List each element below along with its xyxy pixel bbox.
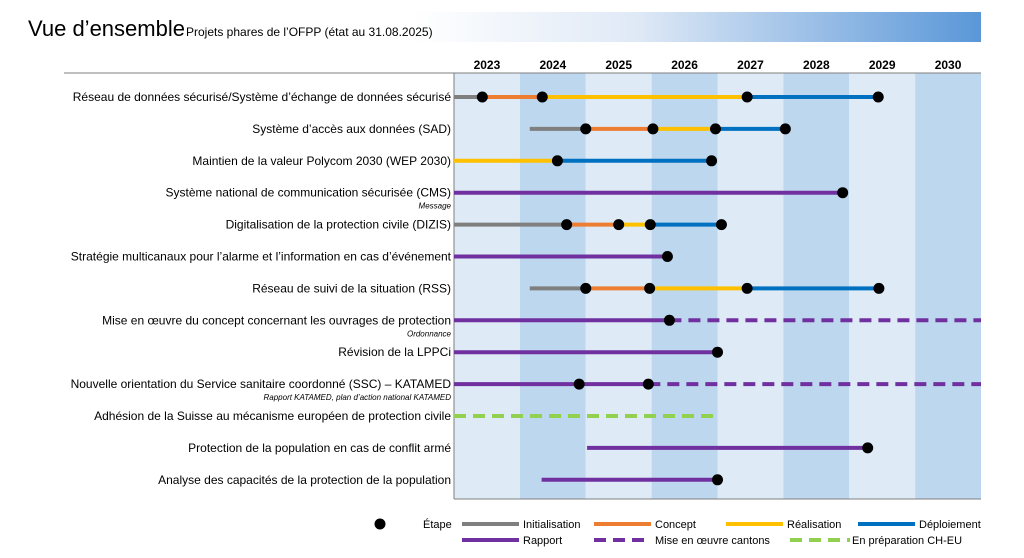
row-label-2: Système d’accès aux données (SAD) <box>252 122 451 136</box>
legend-label-3: Réalisation <box>787 519 841 531</box>
milestone-1-3 <box>741 91 753 103</box>
row-label-5: Digitalisation de la protection civile (… <box>226 218 451 232</box>
year-label-2026: 2026 <box>671 58 698 72</box>
page-subtitle: Projets phares de l’OFPP (état au 31.08.… <box>186 25 433 39</box>
year-band-2028 <box>783 73 850 499</box>
milestone-2-4 <box>779 123 791 135</box>
row-label-12: Protection de la population en cas de co… <box>188 441 451 455</box>
row-label-6: Stratégie multicanaux pour l’alarme et l… <box>71 250 452 264</box>
row-label-13: Analyse des capacités de la protection d… <box>158 473 451 487</box>
page-title: Vue d’ensemble <box>28 16 185 41</box>
row-sublabel-8: Ordonnance <box>407 329 452 338</box>
milestone-5-4 <box>715 219 727 231</box>
year-label-2028: 2028 <box>803 58 830 72</box>
year-label-2030: 2030 <box>935 58 962 72</box>
milestone-1-1 <box>476 91 488 103</box>
legend-label-2: Concept <box>655 519 696 531</box>
milestone-12-1 <box>862 442 874 454</box>
row-label-9: Révision de la LPPCi <box>338 345 451 359</box>
milestone-7-1 <box>580 282 592 294</box>
milestone-2-3 <box>710 123 722 135</box>
milestone-5-1 <box>561 219 573 231</box>
milestone-2-2 <box>647 123 659 135</box>
row-sublabel-4: Message <box>419 202 452 211</box>
milestone-7-2 <box>644 282 656 294</box>
milestone-5-3 <box>644 219 656 231</box>
row-label-8: Mise en œuvre du concept concernant les … <box>102 313 451 327</box>
row-sublabel-10: Rapport KATAMED, plan d’action national … <box>264 393 452 402</box>
year-band-2024 <box>519 73 586 499</box>
legend-label-7: En préparation CH-EU <box>852 535 962 547</box>
milestone-13-1 <box>712 474 723 486</box>
legend-label-etape: Étape <box>423 518 452 531</box>
year-label-2029: 2029 <box>869 58 896 72</box>
legend-label-1: Initialisation <box>523 519 580 531</box>
milestone-8-1 <box>663 314 675 326</box>
legend-label-4: Déploiement <box>919 519 981 531</box>
milestone-7-4 <box>873 282 885 294</box>
year-label-2024: 2024 <box>539 58 566 72</box>
milestone-4-1 <box>837 187 849 199</box>
year-band-2030 <box>915 73 981 499</box>
row-label-1: Réseau de données sécurisé/Système d’éch… <box>73 90 452 104</box>
milestone-1-4 <box>872 91 884 103</box>
legend-label-6: Mise en œuvre cantons <box>655 535 770 547</box>
year-label-2027: 2027 <box>737 58 764 72</box>
milestone-5-2 <box>613 219 625 231</box>
milestone-7-3 <box>741 282 753 294</box>
year-label-2025: 2025 <box>605 58 632 72</box>
row-label-3: Maintien de la valeur Polycom 2030 (WEP … <box>192 154 451 168</box>
milestone-9-1 <box>712 346 723 358</box>
row-label-4: Système national de communication sécuri… <box>166 186 451 200</box>
year-band-2023 <box>454 73 520 499</box>
year-label-2023: 2023 <box>474 58 501 72</box>
milestone-1-2 <box>536 91 548 103</box>
milestone-10-1 <box>573 378 585 390</box>
row-label-11: Adhésion de la Suisse au mécanisme europ… <box>94 409 451 423</box>
milestone-6-1 <box>661 251 673 262</box>
row-label-10: Nouvelle orientation du Service sanitair… <box>71 377 452 391</box>
legend-milestone-marker <box>374 518 386 530</box>
year-band-2026 <box>651 73 718 499</box>
row-label-7: Réseau de suivi de la situation (RSS) <box>252 281 451 295</box>
milestone-10-2 <box>642 378 654 390</box>
legend-label-5: Rapport <box>523 535 562 547</box>
milestone-3-2 <box>706 155 718 167</box>
milestone-2-1 <box>580 123 592 135</box>
title-banner <box>0 12 981 42</box>
milestone-3-1 <box>551 155 563 167</box>
year-band-2025 <box>585 73 652 499</box>
